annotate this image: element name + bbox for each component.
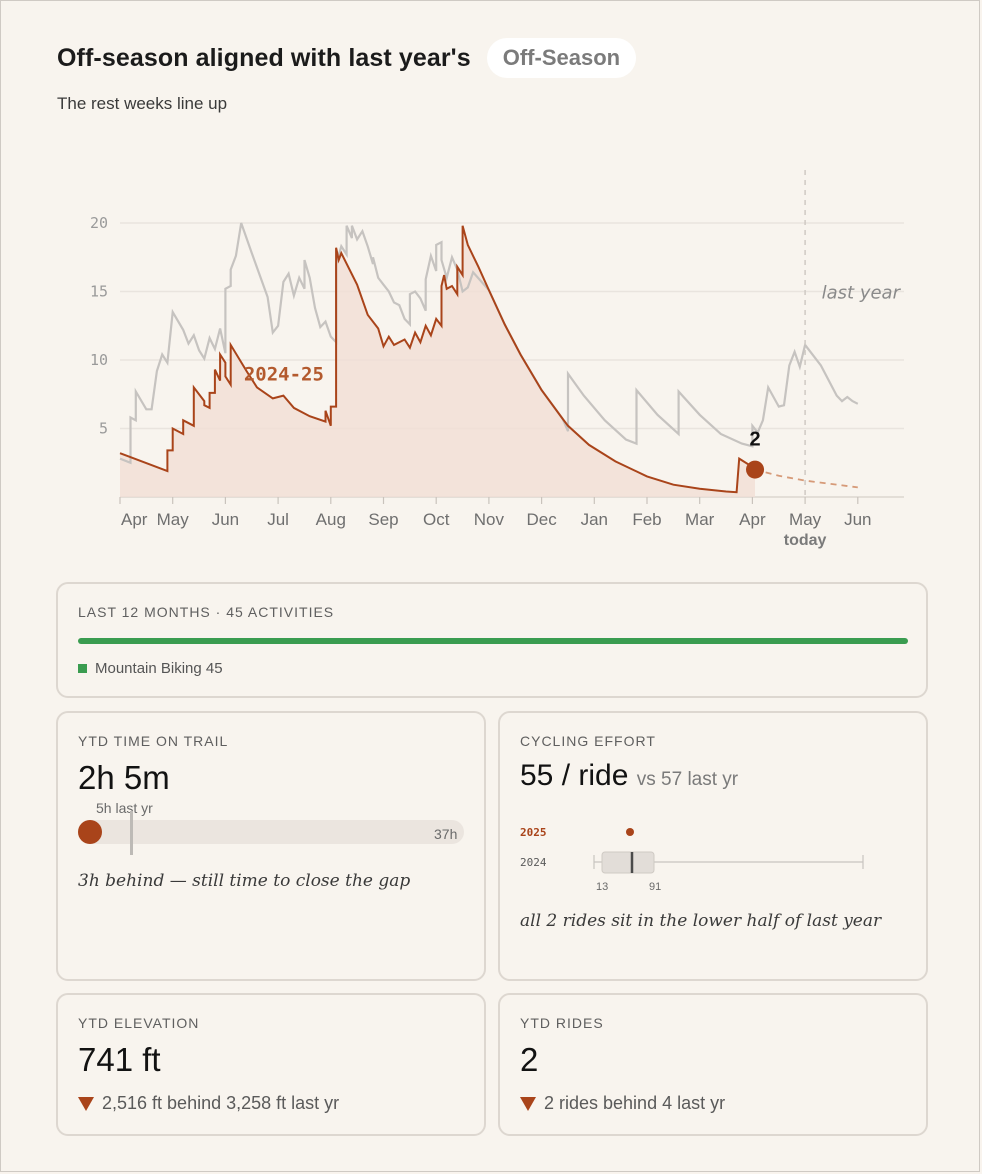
time-note: 3h behind — still time to close the gap <box>78 871 411 891</box>
time-card: YTD TIME ON TRAIL 2h 5m 5h last yr 37h 3… <box>56 711 486 981</box>
activities-label: LAST 12 MONTHS · 45 ACTIVITIES <box>78 604 335 620</box>
row-label-2025: 2025 <box>520 826 547 839</box>
y-axis-ticks: 5 10 15 20 <box>90 214 108 438</box>
effort-boxplot: 2025 2024 13 91 <box>520 826 864 893</box>
area-2024-25 <box>120 225 755 497</box>
month-label: Sep <box>368 510 398 529</box>
month-label: Nov <box>474 510 505 529</box>
rides-delta-text: 2 rides behind 4 last yr <box>544 1093 726 1113</box>
activity-legend: Mountain Biking 45 <box>78 660 223 677</box>
time-progress-track <box>78 820 464 844</box>
month-label: Jul <box>267 510 289 529</box>
effort-label: CYCLING EFFORT <box>520 733 656 749</box>
series-line-2024-25 <box>119 225 756 494</box>
today-label: today <box>784 532 827 549</box>
series-label-2024-25: 2024-25 <box>244 364 324 386</box>
effort-compare: vs 57 last yr <box>636 769 739 790</box>
rides-delta: 2 rides behind 4 last yr <box>520 1093 725 1114</box>
effort-value: 55 / ride vs 57 last yr <box>520 759 738 793</box>
series-line-last-year <box>119 222 859 465</box>
month-label: Apr <box>121 510 148 529</box>
rides-card: YTD RIDES 2 2 rides behind 4 last yr <box>498 993 928 1136</box>
page-subtitle: The rest weeks line up <box>57 94 228 113</box>
y-tick-label: 10 <box>90 351 108 369</box>
month-label: Aug <box>316 510 346 529</box>
month-label: Dec <box>526 510 557 529</box>
time-last-label: 5h last yr <box>96 800 153 816</box>
x-axis-months: Apr May Jun Jul Aug Sep Oct Nov Dec Jan Feb Mar Apr M… <box>119 497 872 529</box>
time-current-dot <box>78 820 102 844</box>
current-value-label: 2 <box>749 429 760 451</box>
row-label-2024: 2024 <box>520 856 547 869</box>
y-tick-label: 5 <box>99 420 108 438</box>
time-value: 2h 5m <box>78 759 170 796</box>
season-badge[interactable]: Off-Season <box>486 38 637 78</box>
down-triangle-icon <box>520 1096 536 1111</box>
iqr-box <box>601 851 655 874</box>
activity-bar <box>78 638 908 644</box>
month-label: May <box>157 510 190 529</box>
ride-dot-2025 <box>626 828 634 836</box>
month-label: Mar <box>685 510 715 529</box>
month-label: Feb <box>632 510 661 529</box>
page-title: Off-season aligned with last year's <box>57 43 471 72</box>
elevation-delta-text: 2,516 ft behind 3,258 ft last yr <box>102 1093 340 1113</box>
elevation-delta: 2,516 ft behind 3,258 ft last yr <box>78 1093 339 1114</box>
time-last-marker <box>130 811 133 855</box>
time-label: YTD TIME ON TRAIL <box>78 733 229 749</box>
box-min-label: 13 <box>596 881 608 893</box>
month-label: Jan <box>581 510 608 529</box>
elevation-label: YTD ELEVATION <box>78 1015 200 1031</box>
effort-value-main: 55 / ride <box>520 759 629 792</box>
month-label: Oct <box>423 510 450 529</box>
header: Off-season aligned with last year's Off-… <box>57 38 637 114</box>
series-line-projection <box>754 468 858 489</box>
month-label: Jun <box>844 510 871 529</box>
effort-card: CYCLING EFFORT 55 / ride vs 57 last yr 2… <box>498 711 928 981</box>
activities-card: LAST 12 MONTHS · 45 ACTIVITIES Mountain … <box>56 582 928 698</box>
month-label: Jun <box>212 510 239 529</box>
elevation-value: 741 ft <box>78 1041 161 1078</box>
rides-label: YTD RIDES <box>520 1015 604 1031</box>
rides-value: 2 <box>520 1041 539 1078</box>
month-label: May <box>789 510 822 529</box>
month-label: Apr <box>739 510 766 529</box>
series-label-last-year: last year <box>822 282 902 303</box>
y-tick-label: 20 <box>90 214 108 232</box>
time-max-label: 37h <box>434 826 458 842</box>
elevation-card: YTD ELEVATION 741 ft 2,516 ft behind 3,2… <box>56 993 486 1136</box>
legend-swatch <box>78 664 87 673</box>
box-max-label: 91 <box>649 881 661 893</box>
fitness-chart: 5 10 15 20 Apr May Jun Jul Aug Sep Oct Nov Dec Jan Fe… <box>90 170 904 549</box>
current-point <box>746 460 765 479</box>
legend-text: Mountain Biking 45 <box>95 660 223 677</box>
effort-note: all 2 rides sit in the lower half of las… <box>520 911 882 931</box>
y-tick-label: 15 <box>90 283 108 301</box>
down-triangle-icon <box>78 1096 94 1111</box>
